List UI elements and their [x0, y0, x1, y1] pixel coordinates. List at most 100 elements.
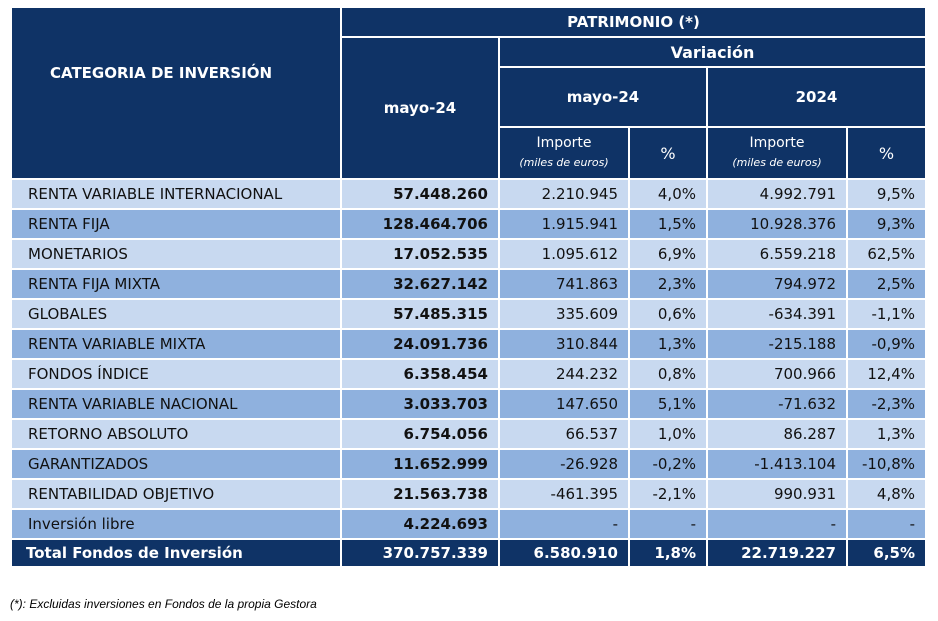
variation-year-amount: 794.972: [706, 268, 848, 300]
variation-year-amount: 990.931: [706, 478, 848, 510]
variation-month-pct: -0,2%: [628, 448, 708, 480]
variation-year-pct: 9,3%: [845, 208, 928, 240]
percent-header: %: [628, 126, 708, 180]
category: RENTA VARIABLE NACIONAL: [10, 388, 342, 420]
variation-year-pct: 12,4%: [845, 358, 928, 390]
amount-header: Importe (miles de euros): [706, 126, 848, 180]
amount-label: Importe: [749, 135, 805, 151]
variation-month-amount: 6.580.910: [498, 538, 630, 568]
variation-month-amount: 1.915.941: [498, 208, 630, 240]
variation-year-pct: 4,8%: [845, 478, 928, 510]
table-row: GARANTIZADOS 11.652.999 -26.928 -0,2% -1.413…: [10, 448, 928, 480]
variation-year-amount: 6.559.218: [706, 238, 848, 270]
variation-year-pct: -0,9%: [845, 328, 928, 360]
table-row: RENTABILIDAD OBJETIVO 21.563.738 -461.395-…: [10, 478, 928, 510]
assets: 3.033.703: [340, 388, 500, 420]
title-header: PATRIMONIO (*): [339, 6, 928, 38]
amount-unit: (miles de euros): [732, 156, 822, 169]
variation-month-amount: -26.928: [498, 448, 630, 480]
category: MONETARIOS: [10, 238, 342, 270]
variation-month-pct: 4,0%: [628, 178, 708, 210]
variation-year-pct: -1,1%: [845, 298, 928, 330]
variation-month-pct: 1,3%: [628, 328, 708, 360]
variation-year-pct: 1,3%: [845, 418, 928, 450]
category: RENTABILIDAD OBJETIVO: [10, 478, 342, 510]
category: Inversión libre: [10, 508, 342, 540]
category: RENTA VARIABLE INTERNACIONAL: [10, 178, 342, 210]
category: Total Fondos de Inversión: [10, 538, 342, 568]
table-row: Total Fondos de Inversión 370.757.339 6.58…: [10, 538, 928, 568]
variation-month-amount: 2.210.945: [498, 178, 630, 210]
table-row: RETORNO ABSOLUTO 6.754.056 66.537 1,0% 86.28…: [10, 418, 928, 450]
category: RETORNO ABSOLUTO: [10, 418, 342, 450]
fund-table: CATEGORIA DE INVERSIÓN PATRIMONIO (*) ma…: [10, 6, 928, 568]
assets: 32.627.142: [340, 268, 500, 300]
assets: 17.052.535: [340, 238, 500, 270]
variation-year-amount: 86.287: [706, 418, 848, 450]
variation-year-pct: -: [845, 508, 928, 540]
variation-year-amount: -634.391: [706, 298, 848, 330]
variation-header: Variación: [497, 36, 928, 68]
category-header: CATEGORIA DE INVERSIÓN: [10, 6, 342, 180]
variation-year-pct: -2,3%: [845, 388, 928, 420]
category: RENTA FIJA MIXTA: [10, 268, 342, 300]
category: RENTA FIJA: [10, 208, 342, 240]
category: GLOBALES: [10, 298, 342, 330]
variation-year-amount: 22.719.227: [706, 538, 848, 568]
header-row: mayo-24 2024: [11, 66, 928, 128]
amount-unit: (miles de euros): [519, 156, 609, 169]
variation-month-amount: -461.395: [498, 478, 630, 510]
assets: 128.464.706: [340, 208, 500, 240]
variation-year-pct: -10,8%: [845, 448, 928, 480]
variation-year-amount: 4.992.791: [706, 178, 848, 210]
table-row: RENTA VARIABLE MIXTA 24.091.736 310.844 1,3…: [10, 328, 928, 360]
variation-month-amount: 310.844: [498, 328, 630, 360]
category: FONDOS ÍNDICE: [10, 358, 342, 390]
assets: 11.652.999: [340, 448, 500, 480]
variation-year-amount: -1.413.104: [706, 448, 848, 480]
table-body: CATEGORIA DE INVERSIÓN PATRIMONIO (*) ma…: [10, 6, 928, 568]
footnote: (*): Excluidas inversiones en Fondos de …: [10, 597, 317, 611]
variation-month-amount: 147.650: [498, 388, 630, 420]
variation-month-pct: -2,1%: [628, 478, 708, 510]
percent-header: %: [845, 126, 928, 180]
category: RENTA VARIABLE MIXTA: [10, 328, 342, 360]
variation-month-pct: -: [628, 508, 708, 540]
table-row: RENTA VARIABLE NACIONAL 3.033.703 147.650 5…: [10, 388, 928, 420]
variation-year-pct: 62,5%: [845, 238, 928, 270]
variation-year-amount: 10.928.376: [706, 208, 848, 240]
variation-year-amount: -71.632: [706, 388, 848, 420]
variation-month-amount: 244.232: [498, 358, 630, 390]
variation-month-pct: 2,3%: [628, 268, 708, 300]
variation-month-pct: 1,0%: [628, 418, 708, 450]
period-header: mayo-24: [340, 36, 500, 180]
variation-month-pct: 1,5%: [628, 208, 708, 240]
amount-header: Importe (miles de euros): [498, 126, 630, 180]
table-row: Inversión libre 4.224.693- - - -: [10, 508, 928, 540]
assets: 57.485.315: [340, 298, 500, 330]
assets: 6.358.454: [340, 358, 500, 390]
variation-month-pct: 0,6%: [628, 298, 708, 330]
variation-month-pct: 0,8%: [628, 358, 708, 390]
table-row: GLOBALES 57.485.315 335.609 0,6% -634.391 -1,…: [10, 298, 928, 330]
variation-month-amount: 66.537: [498, 418, 630, 450]
assets: 4.224.693: [340, 508, 500, 540]
variation-month-amount: 741.863: [498, 268, 630, 300]
variation-year-pct: 6,5%: [845, 538, 928, 568]
header-row: CATEGORIA DE INVERSIÓN PATRIMONIO (*): [10, 6, 928, 180]
variation-year-pct: 2,5%: [845, 268, 928, 300]
assets: 21.563.738: [340, 478, 500, 510]
amount-label: Importe: [536, 135, 592, 151]
assets: 24.091.736: [340, 328, 500, 360]
variation-year-amount: -215.188: [706, 328, 848, 360]
variation-month-pct: 6,9%: [628, 238, 708, 270]
table-row: FONDOS ÍNDICE 6.358.454 244.232 0,8% 700.966…: [10, 358, 928, 390]
table-row: RENTA VARIABLE INTERNACIONAL 57.448.260 2.…: [10, 178, 928, 210]
variation-period: mayo-24: [498, 66, 708, 128]
table-row: RENTA FIJA 128.464.706 1.915.941 1,5% 10.928…: [10, 208, 928, 240]
variation-month-amount: 335.609: [498, 298, 630, 330]
assets: 57.448.260: [340, 178, 500, 210]
variation-month-amount: -: [498, 508, 630, 540]
variation-month-pct: 1,8%: [628, 538, 708, 568]
